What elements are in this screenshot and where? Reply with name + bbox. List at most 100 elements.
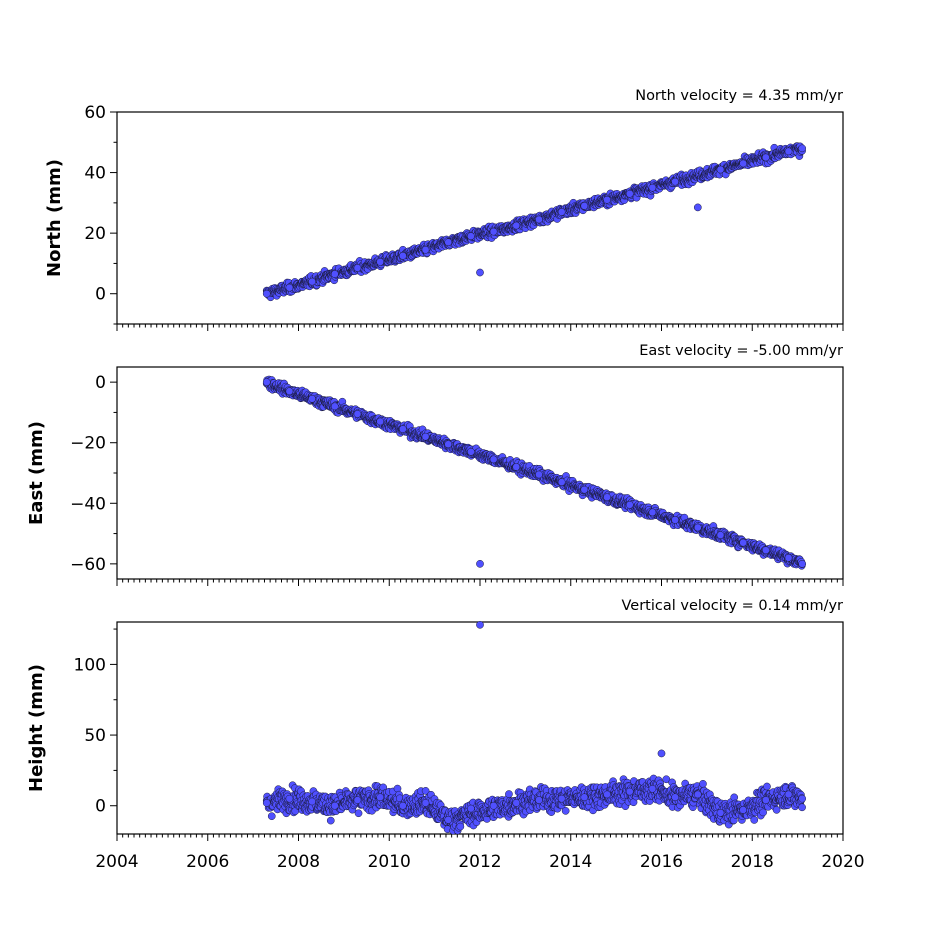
y-tick-label: 0: [95, 797, 106, 817]
y-axis-label: East (mm): [26, 421, 47, 525]
y-axis-label: Height (mm): [26, 664, 47, 792]
panel-east: 0 −20 −40 −60 East (mm) East velocity = -5.00…: [26, 343, 844, 586]
data-point: [798, 794, 807, 803]
data-point: [512, 463, 521, 471]
data-point: [750, 816, 759, 824]
data-point: [603, 790, 611, 799]
data-point: [784, 147, 793, 156]
data-point: [330, 270, 339, 278]
data-point: [456, 822, 465, 831]
data-point: [467, 232, 475, 241]
data-point: [671, 793, 679, 802]
data-point: [798, 560, 807, 568]
data-point: [739, 538, 748, 547]
data-point: [489, 801, 498, 810]
data-point: [444, 440, 453, 449]
data-point: [657, 749, 666, 758]
velocity-label: Vertical velocity = 0.14 mm/yr: [622, 598, 844, 614]
x-tick-label: 2018: [731, 852, 774, 872]
data-point: [308, 797, 316, 806]
panel-north: 0 20 40 60 North (mm) North velocity = 4.35 m…: [44, 88, 844, 331]
x-tick-label: 2012: [458, 852, 501, 872]
data-point: [739, 159, 748, 168]
y-tick-label: 40: [84, 164, 106, 184]
data-point: [557, 478, 566, 486]
data-point: [762, 546, 770, 555]
data-point: [798, 803, 806, 812]
velocity-label: North velocity = 4.35 mm/yr: [635, 88, 843, 104]
data-point: [308, 394, 316, 403]
y-tick-label: 60: [84, 103, 106, 123]
data-point: [444, 238, 453, 247]
data-point: [376, 258, 385, 266]
scatter-series-north: [262, 142, 807, 302]
scatter-series-height: [262, 620, 807, 835]
data-point: [512, 799, 521, 807]
y-tick-label: −60: [70, 555, 106, 575]
data-point: [421, 245, 430, 254]
data-point: [535, 470, 543, 479]
data-point: [262, 799, 271, 807]
data-point: [784, 553, 793, 562]
data-point: [716, 808, 725, 817]
data-point: [421, 432, 430, 441]
data-point: [603, 493, 611, 502]
y-tick-label: 0: [95, 285, 106, 305]
data-point: [353, 796, 362, 804]
y-tick-label: −20: [70, 434, 106, 454]
y-tick-label: 50: [84, 726, 106, 746]
data-point: [625, 787, 634, 796]
data-point: [671, 516, 679, 524]
data-point: [476, 268, 484, 277]
x-tick-label: 2010: [368, 852, 411, 872]
x-tick-label: 2016: [640, 852, 683, 872]
data-point: [421, 799, 430, 807]
data-point: [476, 620, 484, 629]
data-point: [330, 801, 339, 810]
data-point: [759, 808, 767, 817]
data-point: [330, 402, 339, 411]
y-tick-label: −40: [70, 494, 106, 514]
data-point: [535, 796, 543, 804]
data-point: [580, 485, 589, 494]
data-point: [444, 816, 453, 824]
data-point: [262, 378, 271, 386]
data-point: [399, 252, 407, 260]
x-tick-label: 2020: [821, 852, 864, 872]
data-point: [648, 508, 657, 517]
data-point: [625, 500, 634, 509]
data-point: [353, 264, 362, 272]
velocity-label: East velocity = -5.00 mm/yr: [639, 343, 843, 359]
data-point: [580, 793, 589, 802]
y-tick-label: 20: [84, 224, 106, 244]
data-point: [505, 790, 513, 798]
data-point: [648, 183, 657, 192]
data-point: [762, 153, 770, 162]
data-point: [285, 387, 294, 396]
x-tick-label: 2008: [277, 852, 320, 872]
data-point: [267, 812, 276, 821]
data-point: [376, 793, 385, 802]
data-point: [353, 410, 362, 418]
y-tick-label: 100: [74, 655, 106, 675]
data-point: [561, 807, 570, 815]
data-point: [557, 794, 566, 803]
x-tick-label: 2006: [186, 852, 229, 872]
data-point: [699, 780, 707, 788]
axes-frame-east: [116, 366, 844, 580]
x-tick-label: 2004: [95, 852, 138, 872]
data-point: [262, 289, 271, 298]
data-point: [648, 784, 657, 793]
data-point: [784, 790, 793, 799]
scatter-series-east: [262, 375, 807, 570]
y-axis-label: North (mm): [44, 159, 65, 277]
data-point: [489, 227, 498, 236]
data-point: [476, 560, 484, 568]
data-point: [489, 455, 498, 464]
data-point: [308, 277, 316, 286]
data-point: [326, 816, 335, 825]
data-point: [671, 177, 679, 186]
data-point: [467, 447, 475, 456]
data-point: [693, 790, 702, 799]
